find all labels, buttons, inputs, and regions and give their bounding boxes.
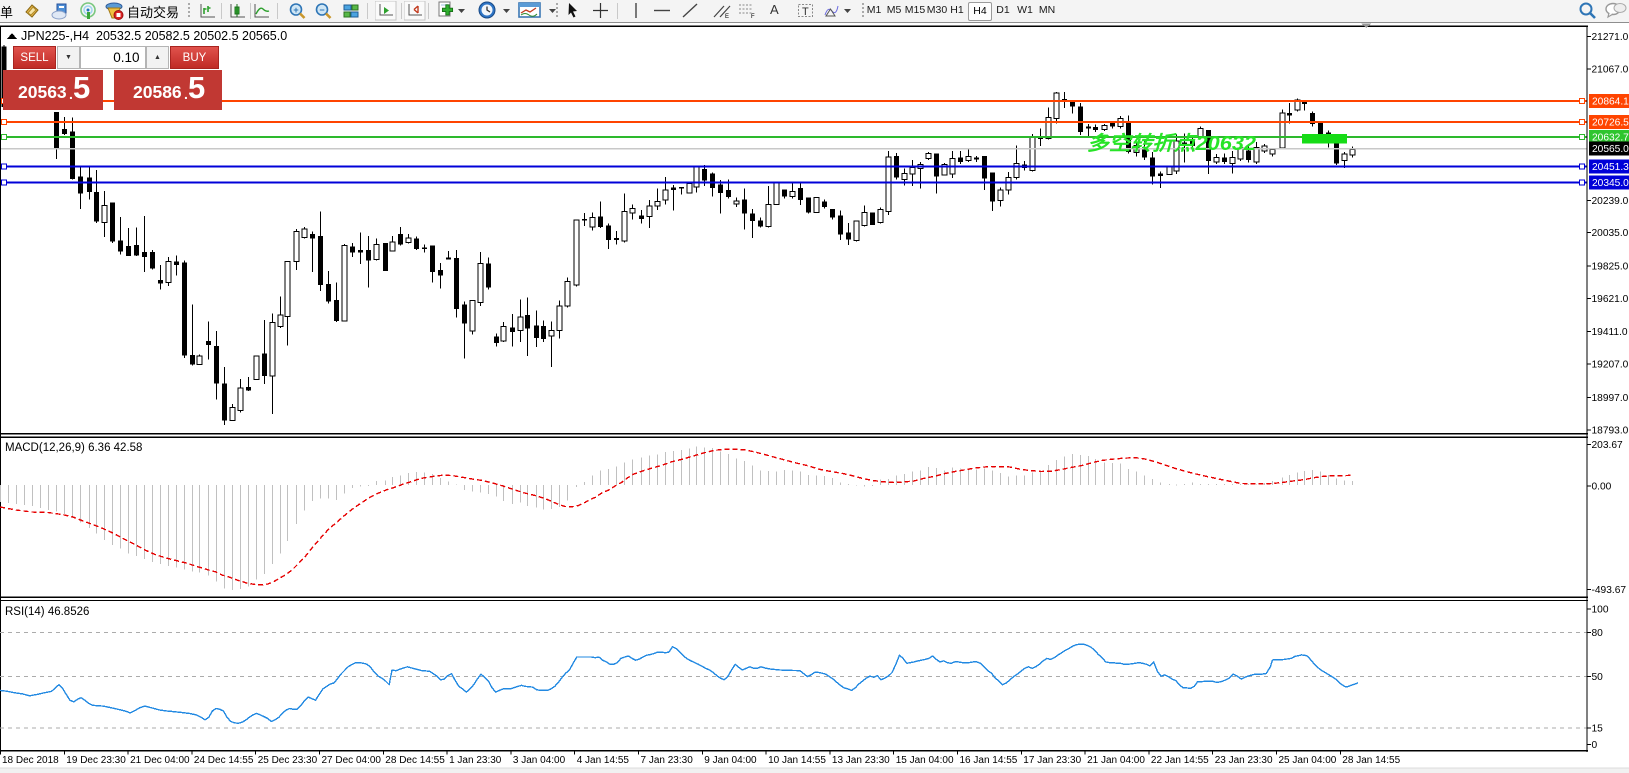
svg-text:19411.0: 19411.0 [1592, 327, 1628, 338]
svg-text:27 Dec 04:00: 27 Dec 04:00 [322, 755, 382, 766]
svg-text:21 Dec 04:00: 21 Dec 04:00 [130, 755, 190, 766]
svg-text:23 Jan 23:30: 23 Jan 23:30 [1215, 755, 1273, 766]
svg-text:20345.0: 20345.0 [1592, 178, 1629, 189]
svg-text:1 Jan 23:30: 1 Jan 23:30 [449, 755, 502, 766]
svg-text:25 Jan 04:00: 25 Jan 04:00 [1279, 755, 1337, 766]
svg-text:3 Jan 04:00: 3 Jan 04:00 [513, 755, 566, 766]
svg-text:13 Jan 23:30: 13 Jan 23:30 [832, 755, 890, 766]
svg-text:80: 80 [1592, 628, 1604, 639]
svg-text:E: E [725, 14, 729, 19]
svg-text:28 Dec 14:55: 28 Dec 14:55 [385, 755, 445, 766]
svg-text:-493.67: -493.67 [1592, 585, 1627, 596]
svg-text:28 Jan 14:55: 28 Jan 14:55 [1342, 755, 1400, 766]
svg-text:MACD(12,26,9) 6.36 42.58: MACD(12,26,9) 6.36 42.58 [5, 442, 142, 454]
svg-text:24 Dec 14:55: 24 Dec 14:55 [194, 755, 254, 766]
svg-text:19825.0: 19825.0 [1592, 262, 1629, 273]
svg-text:RSI(14) 46.8526: RSI(14) 46.8526 [5, 606, 89, 618]
svg-text:21 Jan 04:00: 21 Jan 04:00 [1087, 755, 1145, 766]
svg-text:20864.1: 20864.1 [1592, 96, 1629, 107]
svg-text:4 Jan 14:55: 4 Jan 14:55 [577, 755, 630, 766]
svg-text:9 Jan 04:00: 9 Jan 04:00 [704, 755, 757, 766]
svg-text:19207.0: 19207.0 [1592, 360, 1629, 371]
svg-text:203.67: 203.67 [1592, 440, 1623, 451]
svg-text:19621.0: 19621.0 [1592, 294, 1629, 305]
svg-text:7 Jan 23:30: 7 Jan 23:30 [641, 755, 694, 766]
svg-text:16 Jan 14:55: 16 Jan 14:55 [960, 755, 1018, 766]
svg-text:17 Jan 23:30: 17 Jan 23:30 [1023, 755, 1081, 766]
svg-text:0: 0 [1592, 740, 1598, 751]
svg-text:18 Dec 2018: 18 Dec 2018 [2, 755, 59, 766]
svg-text:20035.0: 20035.0 [1592, 228, 1629, 239]
svg-text:+: + [293, 5, 298, 15]
svg-text:15 Jan 04:00: 15 Jan 04:00 [896, 755, 954, 766]
svg-text:19 Dec 23:30: 19 Dec 23:30 [66, 755, 126, 766]
svg-text:−: − [319, 5, 324, 15]
svg-text:22 Jan 14:55: 22 Jan 14:55 [1151, 755, 1209, 766]
svg-text:21271.0: 21271.0 [1592, 32, 1629, 43]
svg-text:50: 50 [1592, 672, 1604, 683]
svg-text:JPN225-,H4 20532.5 20582.5 20: JPN225-,H4 20532.5 20582.5 20502.5 20565… [21, 29, 287, 43]
svg-text:21067.0: 21067.0 [1592, 64, 1629, 75]
svg-text:20632.7: 20632.7 [1592, 133, 1629, 144]
svg-text:20451.3: 20451.3 [1592, 162, 1629, 173]
svg-text:100: 100 [1592, 605, 1609, 616]
svg-text:15: 15 [1592, 723, 1604, 734]
svg-text:25 Dec 23:30: 25 Dec 23:30 [258, 755, 318, 766]
svg-text:多空转折点20632: 多空转折点20632 [1087, 132, 1256, 155]
svg-text:T: T [802, 6, 809, 18]
svg-text:F: F [751, 14, 755, 19]
svg-text:0.00: 0.00 [1592, 482, 1612, 493]
svg-text:10 Jan 14:55: 10 Jan 14:55 [768, 755, 826, 766]
svg-text:18997.0: 18997.0 [1592, 393, 1629, 404]
svg-text:20239.0: 20239.0 [1592, 196, 1629, 207]
svg-text:20726.5: 20726.5 [1592, 118, 1629, 129]
svg-text:18793.0: 18793.0 [1592, 425, 1629, 436]
svg-text:20565.0: 20565.0 [1592, 144, 1629, 155]
